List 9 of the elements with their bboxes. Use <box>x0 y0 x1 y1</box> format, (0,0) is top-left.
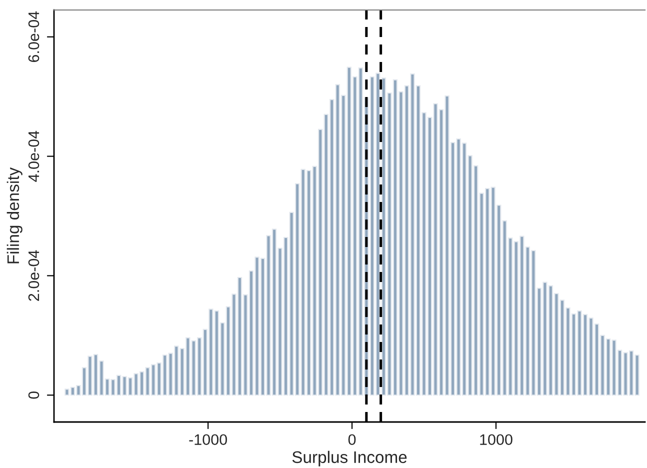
y-tick-label: 4.0e-04 <box>28 130 40 182</box>
x-tick-label: -1000 <box>189 434 227 446</box>
x-tick-label: 0 <box>348 434 356 446</box>
y-tick-label: 2.0e-04 <box>28 250 40 301</box>
x-axis-title: Surplus Income <box>292 450 407 466</box>
x-tick-label: 1000 <box>480 434 512 446</box>
y-tick-label: 0 <box>28 391 40 399</box>
y-axis-title: Filing density <box>6 167 22 264</box>
y-tick-label: 6.0e-04 <box>28 11 40 62</box>
